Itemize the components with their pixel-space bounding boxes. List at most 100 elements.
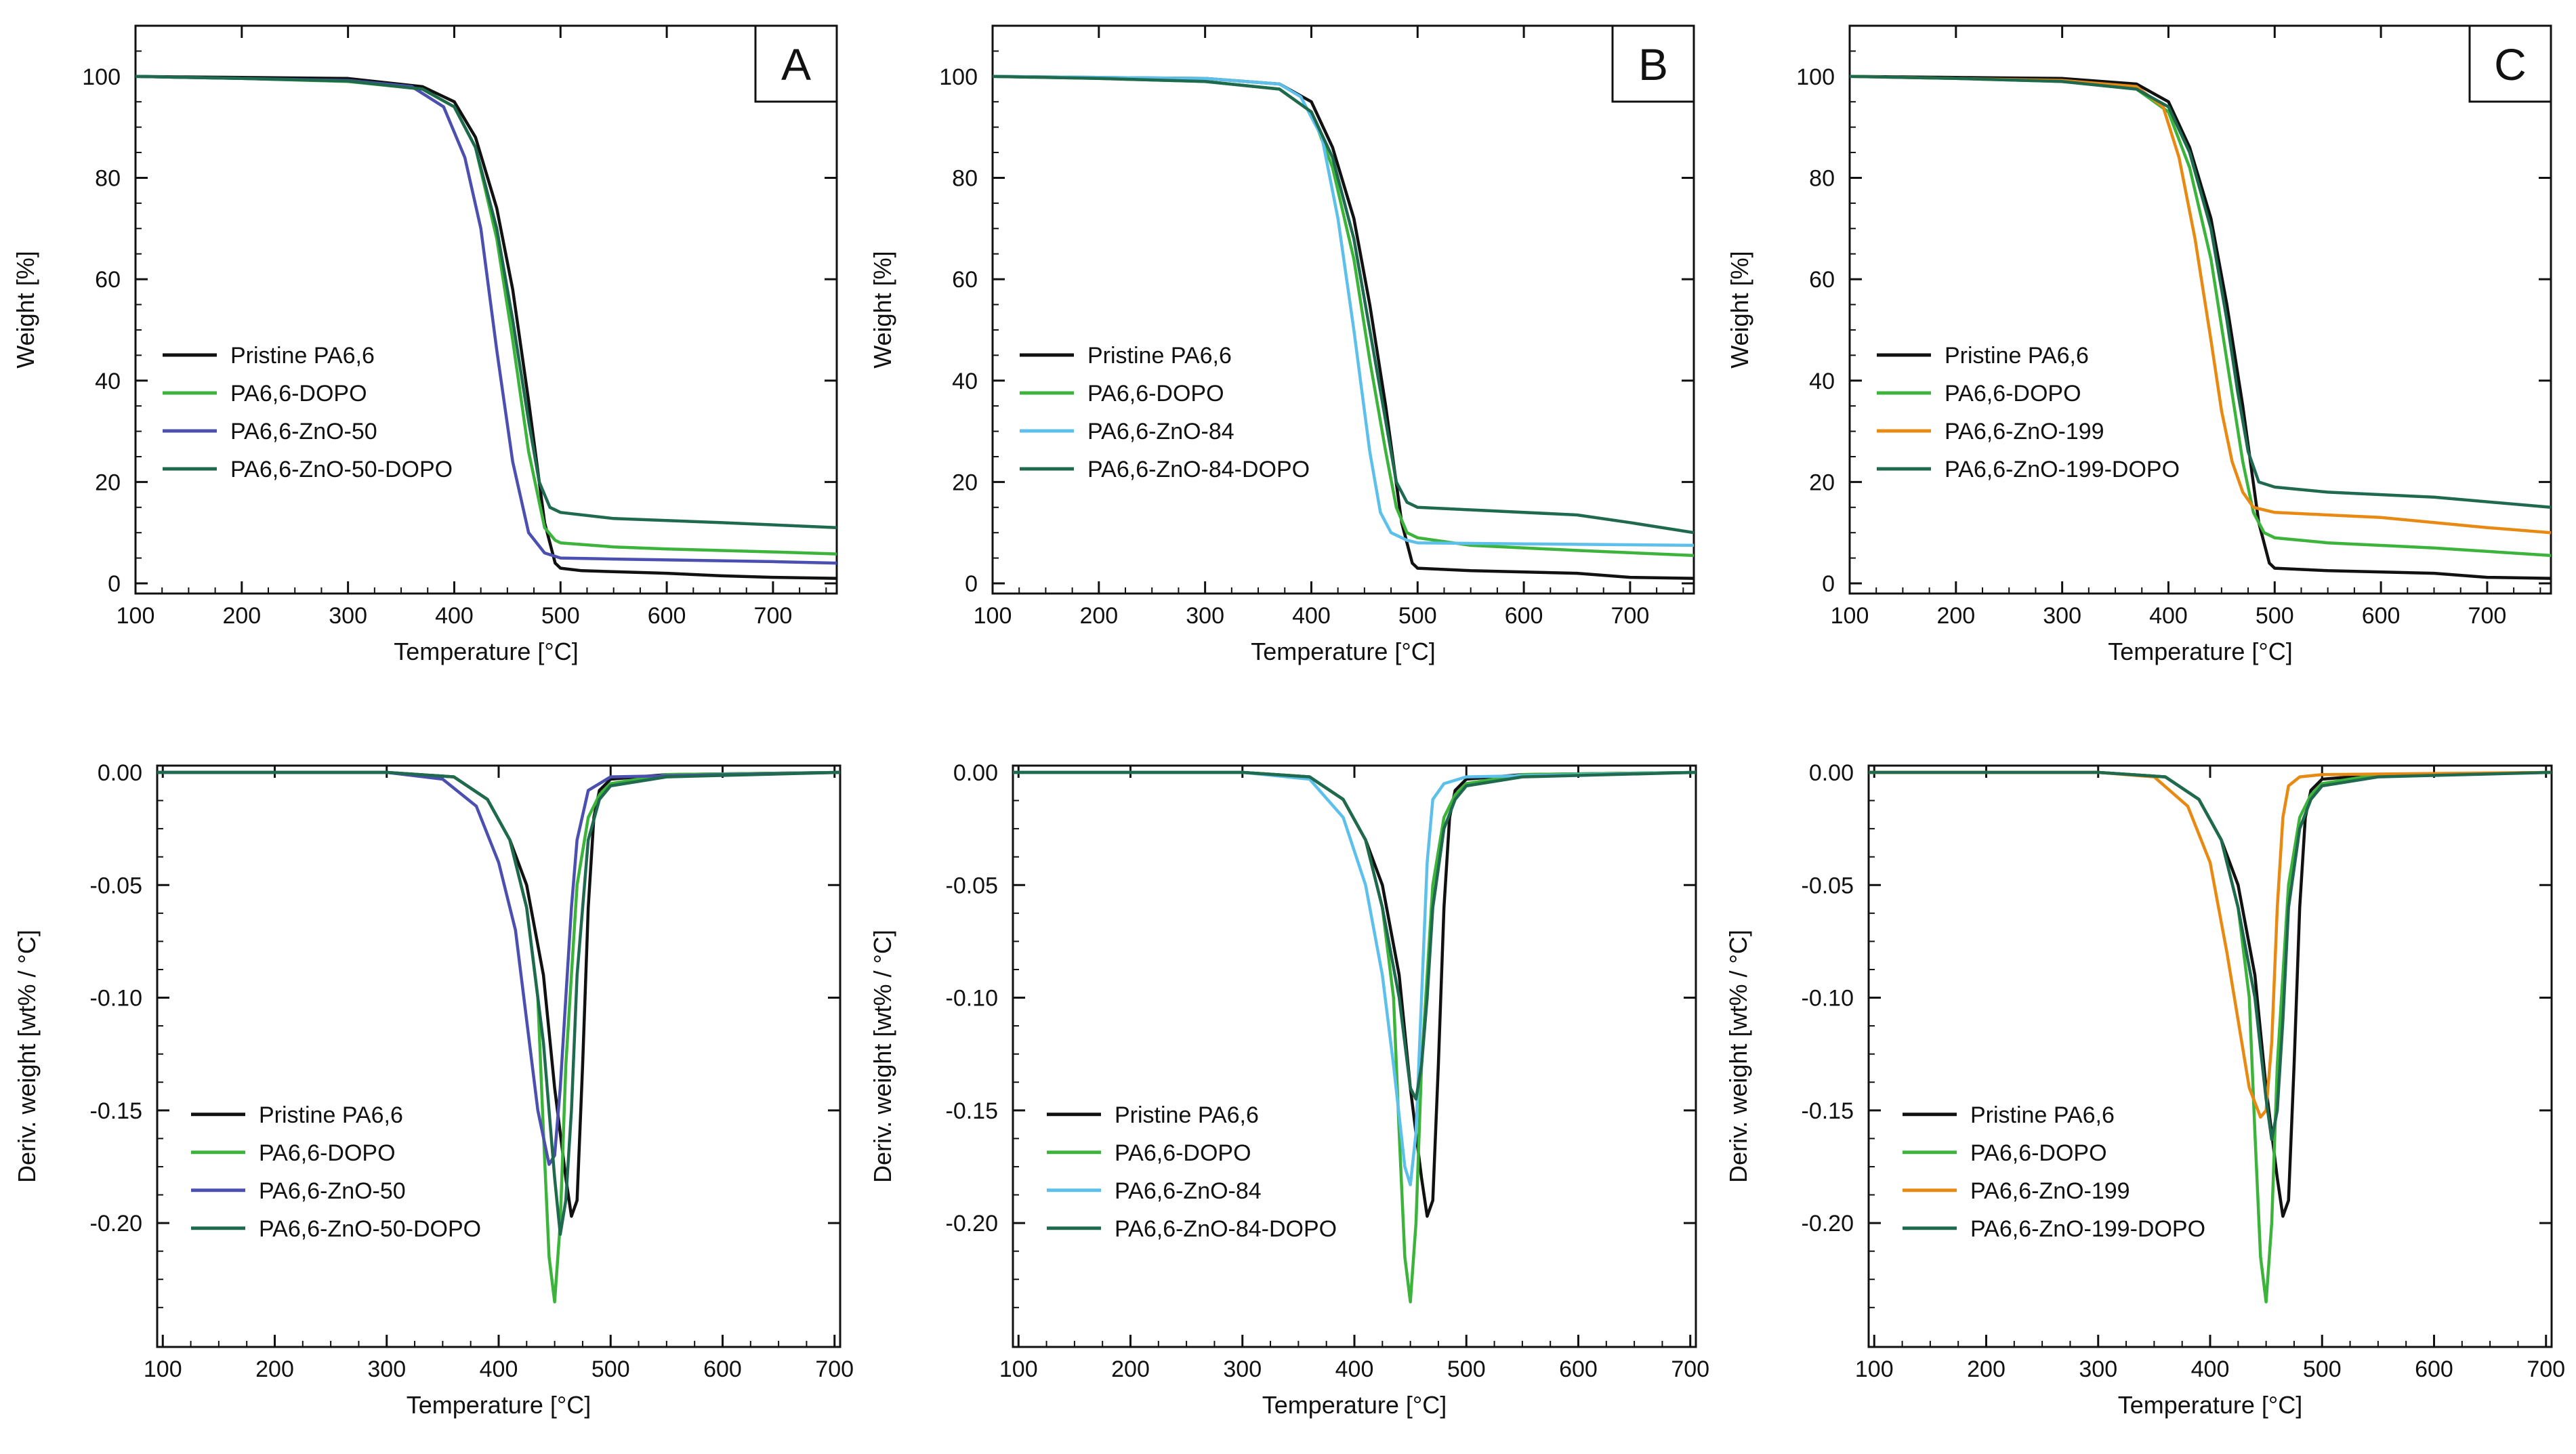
x-tick-label: 700 <box>815 1356 854 1382</box>
x-axis-title: Temperature [°C] <box>407 1391 591 1419</box>
legend-label: PA6,6-ZnO-50 <box>259 1178 406 1204</box>
series-line-pa6-6-zno-84-dopo <box>1013 770 1696 1101</box>
x-tick-label: 300 <box>1186 603 1224 629</box>
x-tick-label: 200 <box>1967 1356 2006 1382</box>
series-line-pa6-6-zno-84-dopo <box>993 75 1694 535</box>
y-tick-label: 80 <box>95 165 121 191</box>
y-tick-label: 40 <box>952 369 978 394</box>
y-tick-label: 0.00 <box>98 760 142 786</box>
x-tick-label: 500 <box>541 603 580 629</box>
y-tick-label: 0 <box>965 571 978 597</box>
legend-label: PA6,6-DOPO <box>1087 381 1224 407</box>
x-axis-title: Temperature [°C] <box>2118 1391 2303 1419</box>
series-line-pa6-6-zno-199-dopo <box>1869 770 2552 1142</box>
legend-label: PA6,6-ZnO-199-DOPO <box>1945 457 2180 482</box>
y-tick-label: -0.20 <box>946 1211 999 1237</box>
legend-label: Pristine PA6,6 <box>230 343 375 369</box>
y-tick-label: -0.10 <box>1802 986 1854 1012</box>
legend-label: PA6,6-ZnO-84 <box>1115 1178 1262 1204</box>
y-tick-label: 80 <box>1809 165 1835 191</box>
y-tick-label: -0.10 <box>90 986 143 1012</box>
panel-label: A <box>781 39 811 89</box>
x-tick-label: 100 <box>144 1356 182 1382</box>
x-tick-label: 700 <box>1671 1356 1709 1382</box>
y-tick-label: 100 <box>82 64 121 90</box>
chart-C-dtg: 100 200 300 400 500 600 700 0.00 -0.05 -0.10 -0.15… <box>1724 760 2565 1419</box>
panel-label: C <box>2494 39 2527 89</box>
y-tick-label: -0.05 <box>1802 873 1854 898</box>
legend-label: PA6,6-ZnO-199 <box>1945 419 2104 444</box>
y-tick-label: -0.15 <box>946 1098 999 1124</box>
y-tick-label: -0.15 <box>1802 1098 1854 1124</box>
y-tick-label: 0 <box>108 571 121 597</box>
series-line-pa6-6-zno-84 <box>993 75 1694 547</box>
x-tick-label: 600 <box>2362 603 2401 629</box>
x-tick-label: 400 <box>1335 1356 1374 1382</box>
legend-label: PA6,6-ZnO-50-DOPO <box>259 1216 481 1242</box>
x-tick-label: 200 <box>255 1356 294 1382</box>
x-tick-label: 500 <box>1398 603 1437 629</box>
y-axis-title: Weight [%] <box>12 251 39 368</box>
series-line-pristine-pa6-6 <box>136 75 837 580</box>
chart-C-tga: 100 200 300 400 500 600 700 0 20 40 60 80 100 Tempera… <box>1726 24 2552 665</box>
y-axis-title: Deriv. weight [wt% / °C] <box>869 930 896 1183</box>
y-tick-label: 40 <box>1809 369 1835 394</box>
y-tick-label: 100 <box>939 64 978 90</box>
legend-label: PA6,6-ZnO-199 <box>1970 1178 2130 1204</box>
panel-label-box <box>2468 24 2552 103</box>
x-tick-label: 100 <box>974 603 1012 629</box>
x-tick-label: 600 <box>703 1356 742 1382</box>
x-tick-label: 400 <box>1292 603 1331 629</box>
legend-label: PA6,6-DOPO <box>1945 381 2081 407</box>
y-tick-label: -0.05 <box>946 873 999 898</box>
chart-A-dtg: 100 200 300 400 500 600 700 0.00 -0.05 -0.10 -0.15… <box>13 760 854 1419</box>
series-line-pa6-6-zno-50 <box>136 75 837 565</box>
x-tick-label: 600 <box>2415 1356 2453 1382</box>
x-tick-label: 200 <box>1111 1356 1150 1382</box>
y-axis-title: Deriv. weight [wt% / °C] <box>13 930 41 1183</box>
y-tick-label: 0.00 <box>1809 760 1854 786</box>
x-tick-label: 500 <box>2256 603 2294 629</box>
series-line-pristine-pa6-6 <box>1850 75 2551 580</box>
y-tick-label: 60 <box>952 267 978 293</box>
x-tick-label: 300 <box>329 603 367 629</box>
x-tick-label: 600 <box>648 603 686 629</box>
y-tick-label: 20 <box>952 470 978 495</box>
x-tick-label: 400 <box>435 603 474 629</box>
x-tick-label: 500 <box>1447 1356 1486 1382</box>
x-tick-label: 300 <box>367 1356 406 1382</box>
y-tick-label: 100 <box>1796 64 1835 90</box>
x-tick-label: 400 <box>2149 603 2188 629</box>
x-tick-label: 700 <box>2468 603 2507 629</box>
series-line-pa6-6-dopo <box>993 75 1694 558</box>
plot-frame <box>991 24 1695 595</box>
series-line-pa6-6-zno-84 <box>1013 770 1696 1186</box>
legend-label: Pristine PA6,6 <box>1970 1102 2115 1128</box>
legend-label: PA6,6-DOPO <box>230 381 367 407</box>
y-tick-label: -0.20 <box>1802 1211 1854 1237</box>
x-tick-label: 500 <box>2303 1356 2342 1382</box>
legend-label: PA6,6-ZnO-50 <box>230 419 377 444</box>
chart-B-dtg: 100 200 300 400 500 600 700 0.00 -0.05 -0.10 -0.15… <box>869 760 1709 1419</box>
x-tick-label: 100 <box>1855 1356 1894 1382</box>
x-axis-title: Temperature [°C] <box>2108 638 2293 665</box>
x-tick-label: 100 <box>117 603 155 629</box>
x-tick-label: 100 <box>999 1356 1038 1382</box>
legend-label: PA6,6-DOPO <box>1115 1140 1251 1166</box>
x-tick-label: 300 <box>2079 1356 2117 1382</box>
panel-label-box <box>1611 24 1695 103</box>
series-line-pa6-6-zno-50-dopo <box>157 770 840 1236</box>
chart-B-tga: 100 200 300 400 500 600 700 0 20 40 60 80 100 Tempera… <box>869 24 1695 665</box>
y-tick-label: -0.20 <box>90 1211 143 1237</box>
y-tick-label: 20 <box>1809 470 1835 495</box>
legend-label: Pristine PA6,6 <box>259 1102 403 1128</box>
x-tick-label: 200 <box>1079 603 1118 629</box>
x-axis-title: Temperature [°C] <box>1262 1391 1447 1419</box>
series-line-pa6-6-zno-199-dopo <box>1850 75 2551 510</box>
series-line-pristine-pa6-6 <box>993 75 1694 580</box>
y-tick-label: 20 <box>95 470 121 495</box>
legend-label: Pristine PA6,6 <box>1115 1102 1259 1128</box>
x-axis-title: Temperature [°C] <box>1251 638 1436 665</box>
y-tick-label: 80 <box>952 165 978 191</box>
